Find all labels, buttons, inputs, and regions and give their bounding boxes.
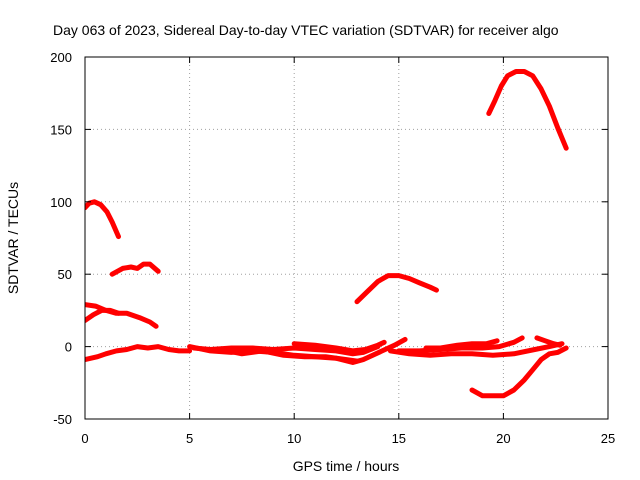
y-tick-label: 0	[65, 340, 72, 355]
x-axis-title: GPS time / hours	[293, 458, 400, 474]
series-line-arc-10	[354, 273, 439, 305]
series-line-arc-11	[387, 341, 565, 358]
x-tick-labels: 0 5 10 15 20 25	[81, 431, 615, 446]
chart-title: Day 063 of 2023, Sidereal Day-to-day VTE…	[53, 22, 559, 38]
x-tick-label: 10	[287, 431, 301, 446]
series-line-arc-2	[109, 261, 161, 277]
series-line-arc-9	[291, 339, 387, 354]
series-line-arc-1	[85, 199, 121, 240]
grid	[85, 57, 608, 419]
x-tick-label: 15	[392, 431, 406, 446]
x-tick-label: 0	[81, 431, 88, 446]
series-traces	[85, 69, 569, 399]
y-tick-label: 50	[58, 267, 72, 282]
series-line-arc-8	[218, 347, 360, 364]
axis-ticks	[84, 56, 609, 420]
series-line-arc-16	[486, 69, 569, 151]
y-tick-label: 100	[50, 195, 72, 210]
series-line-arc-4	[85, 307, 121, 323]
x-tick-label: 20	[496, 431, 510, 446]
x-tick-label: 25	[601, 431, 615, 446]
series-line-arc-3	[85, 302, 159, 329]
y-tick-label: 150	[50, 122, 72, 137]
series-line-arc-12	[396, 335, 525, 354]
y-tick-label: 200	[50, 50, 72, 65]
plot-frame	[84, 56, 609, 420]
series-line-arc-14	[534, 335, 563, 348]
x-tick-label: 5	[186, 431, 193, 446]
y-tick-labels: -50 0 50 100 150 200	[50, 50, 72, 427]
series-line-arc-15	[469, 345, 569, 399]
series-line-arc-13	[423, 338, 500, 351]
y-tick-label: -50	[53, 412, 72, 427]
y-axis-title: SDTVAR / TECUs	[5, 182, 21, 294]
series-line-arc-5	[85, 344, 193, 363]
